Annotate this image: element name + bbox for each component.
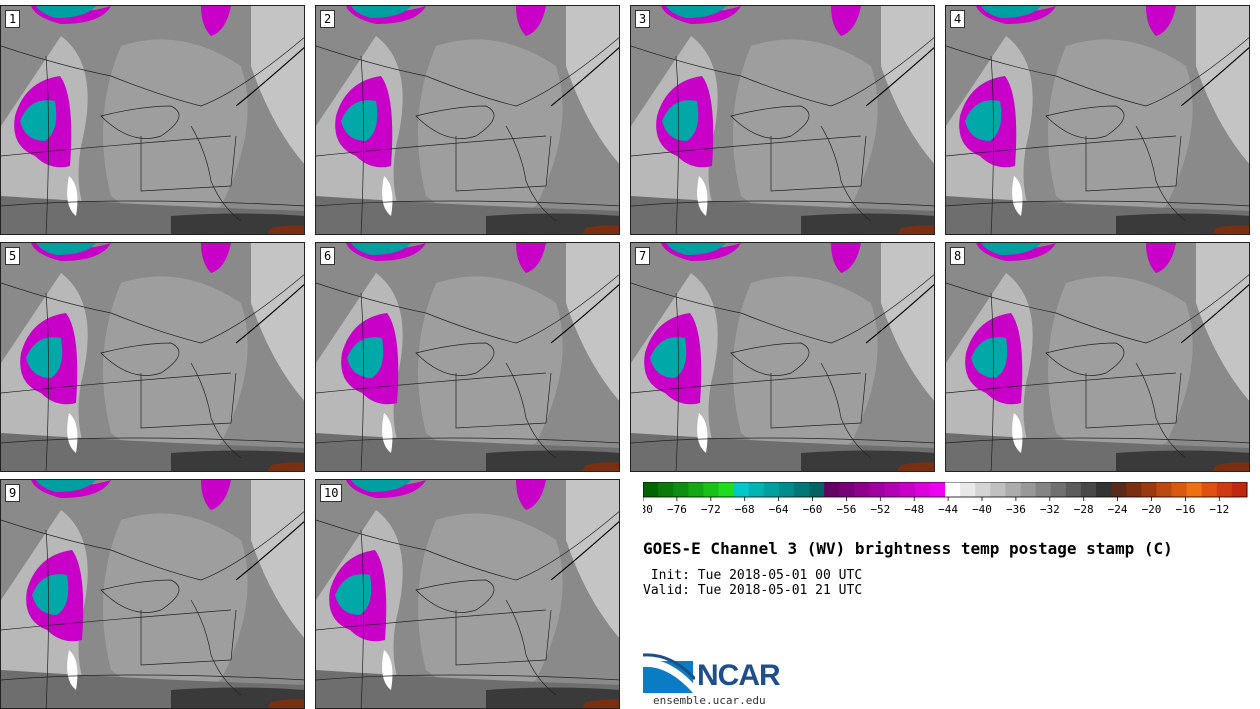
stamp-map — [316, 6, 619, 234]
stamp-map — [316, 243, 619, 471]
stamp-panel: 2 — [315, 5, 620, 235]
colorbar-swatch — [1156, 482, 1172, 497]
colorbar-tick-label: −20 — [1142, 503, 1162, 516]
colorbar-swatch — [854, 482, 870, 497]
colorbar-swatch — [1035, 482, 1052, 497]
panel-number: 8 — [950, 247, 966, 265]
stamp-panel: 4 — [945, 5, 1250, 235]
colorbar-swatch — [643, 482, 659, 497]
colorbar-swatch — [1231, 482, 1248, 497]
panel-number: 2 — [320, 10, 336, 28]
colorbar-tick-label: −16 — [1175, 503, 1195, 516]
colorbar-swatch — [929, 482, 946, 497]
stamp-panel: 10 — [315, 479, 620, 709]
stamp-map — [1, 6, 304, 234]
panel-number: 5 — [5, 247, 21, 265]
colorbar-swatch — [1050, 482, 1067, 497]
colorbar-swatch — [1020, 482, 1037, 497]
panel-number: 4 — [950, 10, 966, 28]
colorbar-tick-label: −24 — [1108, 503, 1128, 516]
ncar-swoosh-icon — [643, 653, 695, 693]
colorbar-tick-label: −56 — [836, 503, 856, 516]
panel-number: 6 — [320, 247, 336, 265]
colorbar-swatch — [1141, 482, 1157, 497]
figure-title: GOES-E Channel 3 (WV) brightness temp po… — [643, 539, 1173, 558]
init-time: Init: Tue 2018-05-01 00 UTC — [643, 568, 863, 583]
colorbar-swatch — [794, 482, 810, 497]
valid-time: Valid: Tue 2018-05-01 21 UTC — [643, 583, 863, 598]
stamp-map — [946, 6, 1249, 234]
colorbar-swatch — [1171, 482, 1188, 497]
colorbar-swatch — [899, 482, 916, 497]
colorbar-tick-label: −72 — [701, 503, 721, 516]
stamp-panel: 1 — [0, 5, 305, 235]
colorbar-tick-label: −60 — [803, 503, 823, 516]
colorbar-swatch — [884, 482, 901, 497]
colorbar: −80 −76 −72 −68 −64 −60 −56 −52 −48 −44 −40 −36 −32 −… — [643, 482, 1248, 516]
colorbar-tick-label: −32 — [1040, 503, 1060, 516]
panel-number: 10 — [320, 484, 343, 502]
colorbar-swatch — [1186, 482, 1203, 497]
colorbar-swatch — [733, 482, 750, 497]
stamp-panel: 7 — [630, 242, 935, 472]
panel-number: 1 — [5, 10, 21, 28]
colorbar-tick-label: −48 — [904, 503, 924, 516]
stamp-map — [1, 243, 304, 471]
colorbar-swatch — [1111, 482, 1127, 497]
colorbar-swatch — [824, 482, 840, 497]
panel-number: 3 — [635, 10, 651, 28]
colorbar-swatch — [1216, 482, 1233, 497]
colorbar-swatch — [1065, 482, 1082, 497]
colorbar-swatch — [1080, 482, 1097, 497]
colorbar-swatch — [960, 482, 976, 497]
colorbar-tick-label: −44 — [938, 503, 958, 516]
colorbar-tick-label: −64 — [769, 503, 789, 516]
colorbar-tick-label: −40 — [972, 503, 992, 516]
colorbar-swatch — [688, 482, 704, 497]
colorbar-swatch — [703, 482, 719, 497]
stamp-map — [631, 6, 934, 234]
colorbar-swatch — [990, 482, 1006, 497]
colorbar-swatch — [1096, 482, 1112, 497]
colorbar-swatch — [869, 482, 886, 497]
ncar-wordmark: NCAR — [697, 659, 781, 692]
stamp-panel: 5 — [0, 242, 305, 472]
colorbar-swatch — [914, 482, 931, 497]
colorbar-swatch — [658, 482, 674, 497]
colorbar-swatch — [839, 482, 855, 497]
colorbar-tick-label: −12 — [1209, 503, 1229, 516]
colorbar-tick-label: −36 — [1006, 503, 1026, 516]
stamp-panel: 6 — [315, 242, 620, 472]
stamp-map — [946, 243, 1249, 471]
stamp-map — [1, 480, 304, 708]
colorbar-swatch — [809, 482, 825, 497]
colorbar-swatch — [1201, 482, 1218, 497]
colorbar-swatch — [1005, 482, 1021, 497]
panel-number: 9 — [5, 484, 21, 502]
stamp-map — [631, 243, 934, 471]
ncar-logo: NCAR ensemble.ucar.edu — [643, 653, 793, 708]
colorbar-tick-label: −28 — [1074, 503, 1094, 516]
stamp-map — [316, 480, 619, 708]
colorbar-tick-label: −52 — [870, 503, 890, 516]
colorbar-border — [643, 482, 1248, 498]
stamp-panel: 8 — [945, 242, 1250, 472]
colorbar-swatch — [778, 482, 795, 497]
colorbar-tick-label: −68 — [735, 503, 755, 516]
colorbar-tick-label: −76 — [667, 503, 687, 516]
stamp-panel: 3 — [630, 5, 935, 235]
colorbar-swatch — [718, 482, 735, 497]
colorbar-tick-label: −80 — [643, 503, 653, 516]
stamp-panel: 9 — [0, 479, 305, 709]
ncar-url: ensemble.ucar.edu — [653, 694, 766, 707]
colorbar-swatch — [673, 482, 689, 497]
colorbar-swatch — [763, 482, 780, 497]
panel-number: 7 — [635, 247, 651, 265]
colorbar-swatch — [1126, 482, 1142, 497]
colorbar-swatch — [748, 482, 765, 497]
colorbar-swatch — [975, 482, 991, 497]
colorbar-swatch — [945, 482, 961, 497]
